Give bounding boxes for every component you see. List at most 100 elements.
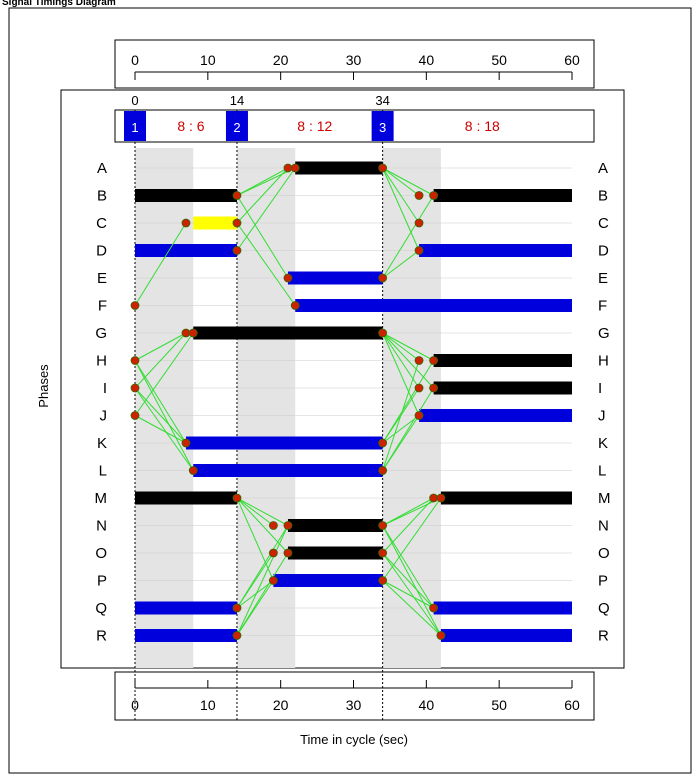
stage-timing-label: 8 : 6 — [177, 118, 204, 134]
phase-link — [236, 167, 289, 196]
phase-label-right: L — [598, 463, 606, 480]
phase-green-bar — [135, 244, 237, 257]
top-axis-tick-label: 30 — [346, 52, 362, 68]
phase-label-right: G — [598, 325, 610, 342]
bottom-axis-tick-label: 20 — [273, 697, 289, 713]
phase-change-point — [378, 521, 388, 530]
phase-green-bar — [440, 629, 572, 642]
phase-link — [134, 332, 187, 361]
phase-label-right: M — [598, 490, 611, 507]
phase-link — [382, 167, 420, 196]
phase-link — [382, 360, 420, 471]
phase-link — [382, 250, 420, 279]
phase-link — [382, 332, 434, 361]
phase-green-bar — [433, 354, 572, 367]
stage-start-time: 14 — [230, 93, 244, 108]
phase-link — [382, 167, 420, 224]
phase-link — [382, 497, 434, 554]
page-title: Signal Timings Diagram — [2, 0, 116, 8]
phase-change-point — [283, 521, 293, 530]
phase-label-left: O — [95, 545, 107, 562]
phase-change-point — [378, 273, 388, 283]
phase-change-point — [130, 383, 140, 393]
phase-label-right: Q — [598, 600, 610, 617]
phase-change-point — [436, 631, 446, 640]
phase-label-left: K — [97, 435, 107, 452]
phase-green-bar — [287, 519, 383, 532]
phase-change-point — [414, 218, 424, 228]
phase-label-right: F — [598, 298, 607, 315]
bottom-axis-tick-label: 40 — [419, 697, 435, 713]
phase-link — [382, 332, 434, 389]
top-axis-tick-label: 50 — [491, 52, 507, 68]
phase-link — [134, 222, 187, 306]
phase-label-left: L — [99, 463, 107, 480]
phase-link — [236, 167, 289, 224]
phase-change-point — [268, 548, 278, 558]
y-axis-label: Phases — [36, 364, 51, 408]
stage-strip — [114, 109, 595, 143]
stage-start-time: 0 — [131, 93, 138, 108]
phase-change-point — [290, 301, 300, 310]
phase-green-bar — [135, 491, 237, 505]
phase-link — [382, 525, 442, 636]
phase-link — [134, 332, 187, 389]
outer-frame — [8, 7, 692, 774]
phase-change-point — [232, 603, 242, 613]
phase-link — [236, 552, 289, 636]
phase-change-point — [232, 191, 242, 200]
phase-label-right: J — [598, 408, 606, 425]
phase-link — [236, 580, 274, 636]
phase-label-left: P — [97, 573, 107, 590]
stage-number: 3 — [379, 120, 386, 135]
phase-green-bar — [295, 161, 383, 175]
top-axis-tick-label: 40 — [419, 52, 435, 68]
bottom-axis-box — [114, 671, 595, 721]
phase-green-bar — [135, 189, 237, 202]
phase-green-bar — [135, 629, 237, 642]
phase-green-bar — [433, 601, 572, 615]
phase-link — [382, 415, 420, 471]
grid-layer — [135, 167, 572, 636]
phase-label-right: D — [598, 243, 609, 260]
phase-link — [382, 497, 442, 526]
phase-link — [236, 580, 274, 609]
link-layer — [134, 167, 442, 636]
phase-change-point — [378, 548, 388, 558]
phase-link — [382, 387, 435, 471]
phase-link — [134, 415, 187, 444]
phase-label-left: F — [98, 298, 107, 315]
top-axis-box — [114, 39, 595, 89]
phase-label-right: O — [598, 545, 610, 562]
bottom-axis-tick-label: 60 — [564, 697, 580, 713]
phase-link — [134, 387, 187, 444]
x-axis-label: Time in cycle (sec) — [300, 732, 408, 747]
phase-link — [236, 497, 274, 526]
bottom-axis-tick-label: 10 — [200, 697, 216, 713]
top-axis-tick-label: 10 — [200, 52, 216, 68]
phase-label-left: M — [95, 490, 108, 507]
phase-change-point — [232, 631, 242, 640]
phase-link — [382, 332, 420, 361]
phase-label-left: A — [97, 160, 107, 177]
phase-green-bar — [440, 491, 572, 505]
phase-green-bar — [287, 546, 383, 560]
phase-link — [382, 415, 420, 444]
phase-link — [382, 525, 435, 609]
phase-link — [382, 497, 434, 526]
stage-layer: 1 8 : 6 0 2 8 : 12 14 3 8 : 18 34 — [124, 93, 500, 720]
intergreen-band — [236, 148, 296, 668]
phase-change-point — [130, 356, 140, 365]
phase-change-point — [378, 466, 388, 475]
phase-link — [236, 167, 296, 196]
phase-change-point — [429, 493, 439, 503]
phase-label-left: G — [95, 325, 107, 342]
phase-link — [382, 580, 442, 636]
phase-change-point — [268, 521, 278, 530]
phase-link — [236, 222, 296, 306]
top-axis-tick-label: 20 — [273, 52, 289, 68]
phase-label-right: C — [598, 215, 609, 232]
phase-link — [382, 360, 435, 444]
bottom-axis-tick-label: 50 — [491, 697, 507, 713]
